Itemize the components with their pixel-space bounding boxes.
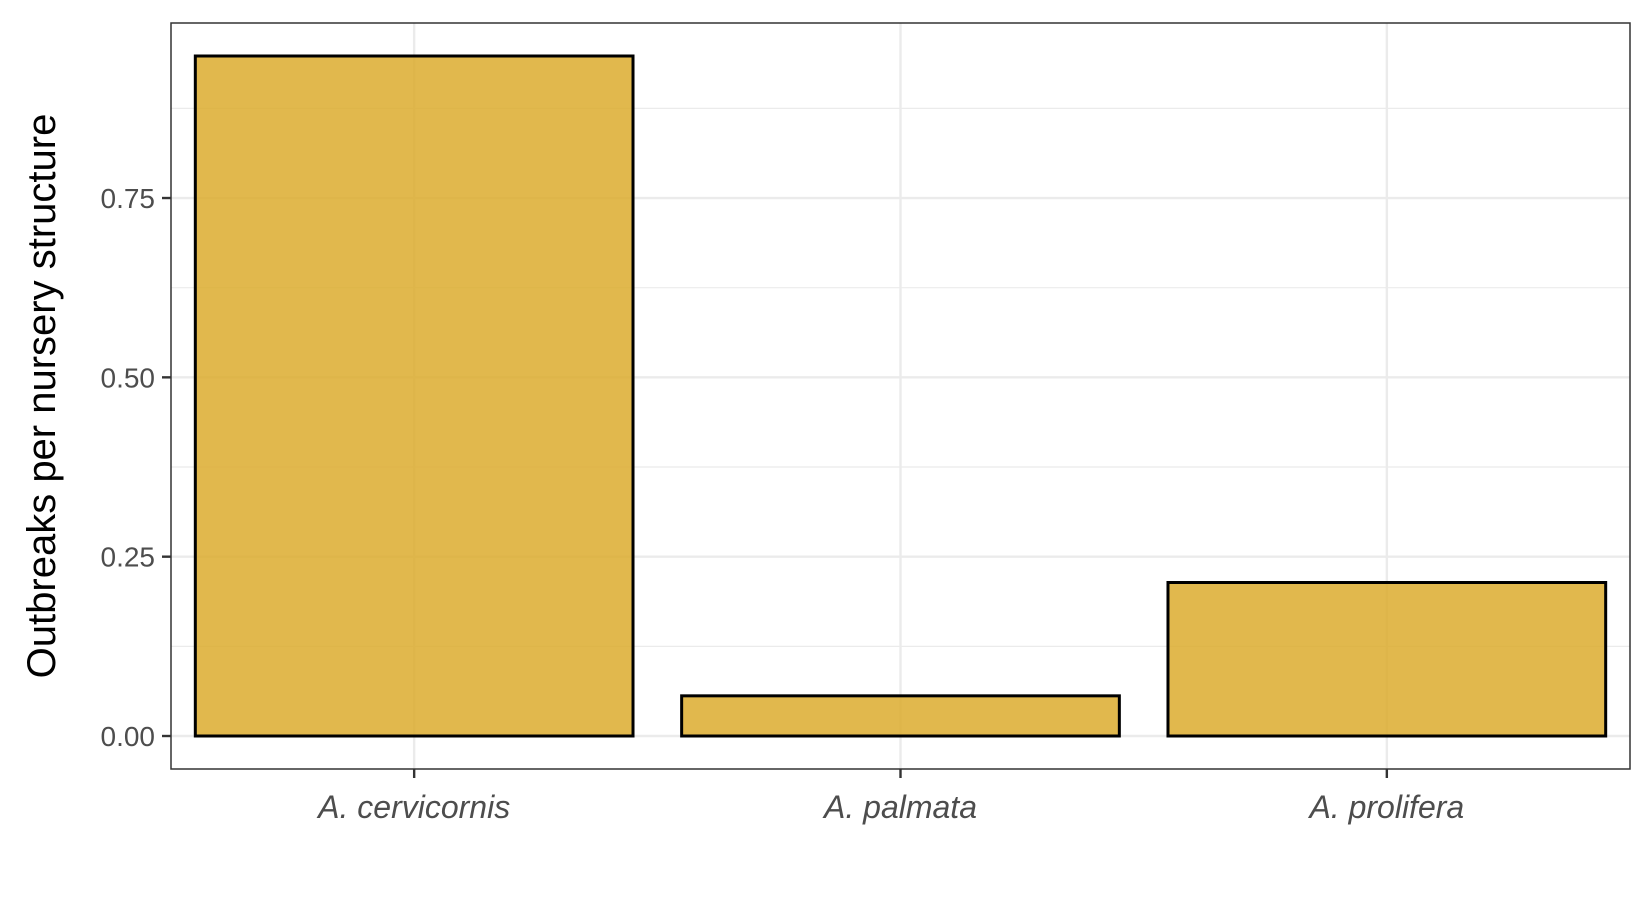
x-tick-label: A. palmata (822, 789, 977, 825)
x-tick-label: A. cervicornis (316, 789, 510, 825)
y-tick-label: 0.25 (101, 542, 156, 573)
y-tick-label: 0.00 (101, 721, 156, 752)
y-axis-title: Outbreaks per nursery structure (20, 114, 64, 679)
bar-a-prolifera (1166, 581, 1608, 738)
y-axis: 0.00 0.25 0.50 0.75 (101, 183, 171, 752)
x-tick-label: A. prolifera (1307, 789, 1464, 825)
bar-a-palmata (680, 694, 1121, 738)
x-axis: A. cervicornis A. palmata A. prolifera (316, 769, 1464, 825)
bars (193, 54, 1608, 738)
y-tick-label: 0.75 (101, 183, 156, 214)
y-tick-label: 0.50 (101, 362, 156, 393)
bar-a-cervicornis (193, 54, 635, 738)
